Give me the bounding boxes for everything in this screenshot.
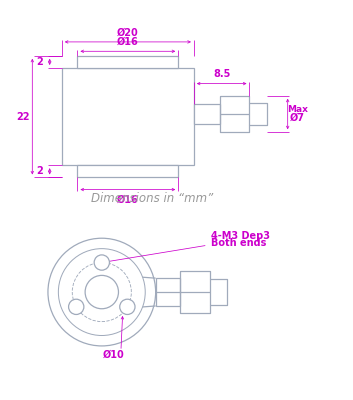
Circle shape bbox=[48, 238, 156, 346]
Circle shape bbox=[68, 299, 84, 314]
Text: Both ends: Both ends bbox=[211, 238, 267, 248]
Bar bbox=[194, 104, 220, 124]
Bar bbox=[62, 68, 194, 165]
Circle shape bbox=[120, 299, 135, 314]
Text: Ø20: Ø20 bbox=[117, 27, 139, 37]
Text: Max: Max bbox=[287, 105, 308, 114]
Circle shape bbox=[94, 255, 109, 270]
Bar bbox=[77, 165, 178, 178]
Text: 22: 22 bbox=[16, 112, 29, 122]
Text: Ø16: Ø16 bbox=[117, 195, 139, 205]
Text: 2: 2 bbox=[37, 166, 43, 176]
Text: 4-M3 Dep3: 4-M3 Dep3 bbox=[211, 232, 270, 242]
Text: Ø10: Ø10 bbox=[103, 350, 125, 360]
Text: 8.5: 8.5 bbox=[213, 69, 231, 79]
Circle shape bbox=[85, 275, 119, 309]
Bar bbox=[77, 56, 178, 68]
Circle shape bbox=[58, 249, 145, 336]
Text: Ø16: Ø16 bbox=[117, 37, 139, 47]
Text: 2: 2 bbox=[37, 57, 43, 67]
Bar bbox=[156, 278, 180, 306]
Text: Ø7: Ø7 bbox=[290, 113, 305, 123]
Text: Dimensions in “mm”: Dimensions in “mm” bbox=[91, 192, 213, 205]
